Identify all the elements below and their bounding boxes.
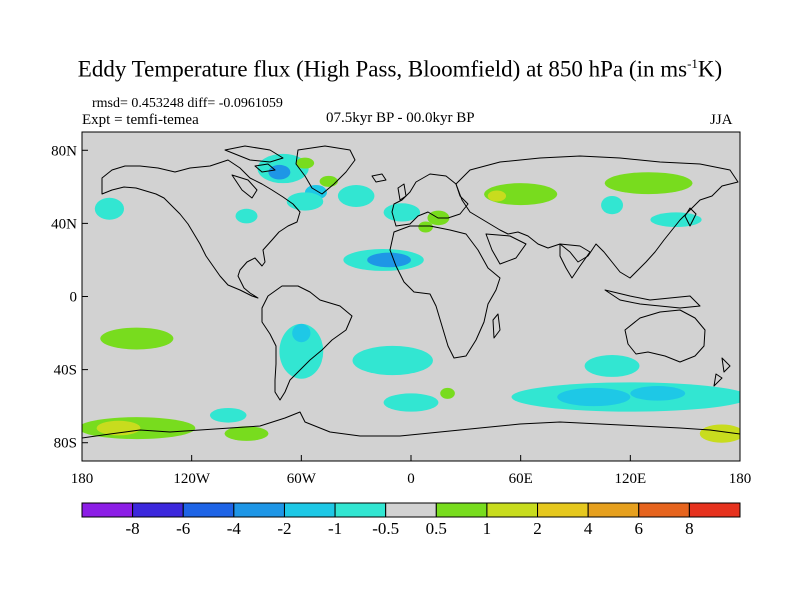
season-label: JJA (710, 112, 733, 128)
period-label: 07.5kyr BP - 00.0kyr BP (326, 110, 475, 126)
coastline-australia (624, 309, 706, 363)
coastline-japan (684, 207, 697, 227)
colorbar-label: 2 (533, 519, 542, 538)
colorbar-swatch (587, 502, 640, 518)
x-tick-label: 180 (729, 471, 752, 487)
title-main: Eddy Temperature flux (High Pass, Bloomf… (77, 56, 688, 82)
coastline-madagascar (492, 313, 501, 339)
experiment-label: Expt = temfi-temea (82, 112, 199, 128)
colorbar (81, 502, 741, 518)
anomaly-patch-blue (292, 323, 311, 343)
title-superscript: -1 (687, 56, 698, 71)
coastline-hudson-bay (231, 174, 258, 199)
x-tick-label: 60E (509, 471, 533, 487)
colorbar-label: 4 (583, 519, 593, 538)
anomaly-layer (82, 153, 740, 443)
anomaly-patch-green (100, 327, 174, 350)
coastline-india (559, 243, 591, 279)
colorbar-swatch (283, 502, 336, 518)
colorbar-swatch (132, 502, 184, 518)
colorbar-label: -6 (176, 519, 191, 538)
coastline-great-britain (397, 183, 407, 201)
colorbar-swatch (334, 502, 387, 518)
anomaly-patch-green (418, 221, 433, 233)
axis-ticks: 180 120W 60W 0 60E 120E 180 80N 40N 0 40S 80S (51, 143, 751, 487)
colorbar-label: -1 (327, 519, 343, 538)
coastline-new-zealand (713, 357, 731, 387)
colorbar-label: -8 (125, 519, 140, 538)
x-tick-label: 120W (173, 471, 211, 487)
anomaly-patch-cyan (383, 393, 439, 412)
coastline-africa (389, 225, 501, 359)
x-tick-label: 180 (71, 471, 94, 487)
colorbar-label: 0.5 (425, 519, 447, 538)
colorbar-swatch (81, 502, 134, 518)
colorbar-swatch (537, 502, 589, 518)
colorbar-label: 6 (634, 519, 644, 538)
colorbar-swatch (638, 502, 690, 518)
x-tick-label: 0 (407, 471, 415, 487)
y-tick-label: 0 (70, 290, 78, 306)
colorbar-swatch (385, 502, 437, 518)
anomaly-patch-blue (630, 386, 686, 401)
anomaly-patch-cyan (337, 185, 375, 207)
coastline-europe (391, 173, 469, 227)
anomaly-patch-cyan (94, 197, 125, 220)
coastline-arabia (485, 233, 527, 265)
x-tick-label: 120E (614, 471, 646, 487)
anomaly-patch-cyan (584, 354, 640, 377)
y-tick-label: 80N (51, 143, 77, 159)
colorbar-swatch (182, 502, 235, 518)
colorbar-label: 1 (482, 519, 492, 538)
anomaly-patch-green (440, 387, 455, 399)
colorbar-label: -4 (226, 519, 241, 538)
colorbar-swatch (486, 502, 539, 518)
x-tick-label: 60W (287, 471, 317, 487)
colorbar-swatch (688, 502, 741, 518)
title-end: K) (697, 56, 723, 82)
anomaly-patch-yellow (487, 190, 507, 202)
anomaly-patch-green (319, 175, 338, 187)
coastline-antarctica (82, 411, 740, 439)
colorbar-swatch (435, 502, 488, 518)
anomaly-patch-cyan (511, 382, 740, 412)
colorbar-label: -2 (277, 519, 292, 538)
anomaly-patch-green (224, 426, 269, 441)
anomaly-patch-blue (557, 387, 631, 407)
anomaly-patch-cyan (235, 208, 258, 224)
y-tick-label: 80S (54, 436, 77, 452)
coastline-arctic-islands (224, 145, 284, 173)
anomaly-patch-cyan (279, 323, 324, 379)
anomaly-patch-green (604, 172, 693, 195)
colorbar-swatch (233, 502, 285, 518)
anomaly-patch-cyan (286, 192, 324, 211)
y-tick-label: 40S (54, 363, 77, 379)
coastline-south-america (261, 285, 353, 401)
y-tick-label: 40N (51, 216, 77, 232)
anomaly-patch-cyan (352, 345, 433, 376)
colorbar-label: -0.5 (372, 519, 400, 538)
figure-title: Eddy Temperature flux (High Pass, Bloomf… (0, 56, 800, 83)
anomaly-patch-blue (367, 252, 412, 268)
coastline-iceland (371, 173, 387, 183)
stats-label: rmsd= 0.453248 diff= -0.0961059 (92, 96, 283, 111)
coastline-indonesia (604, 289, 701, 309)
coastline-north-america (101, 159, 301, 299)
coastline-greenland (295, 145, 356, 195)
coastline-asia (455, 155, 739, 279)
anomaly-patch-green (295, 157, 315, 169)
colorbar-label: 8 (685, 519, 694, 538)
coastlines (82, 145, 740, 439)
anomaly-patch-yellow (699, 424, 740, 443)
anomaly-patch-cyan (601, 195, 624, 215)
anomaly-patch-cyan (209, 407, 247, 423)
